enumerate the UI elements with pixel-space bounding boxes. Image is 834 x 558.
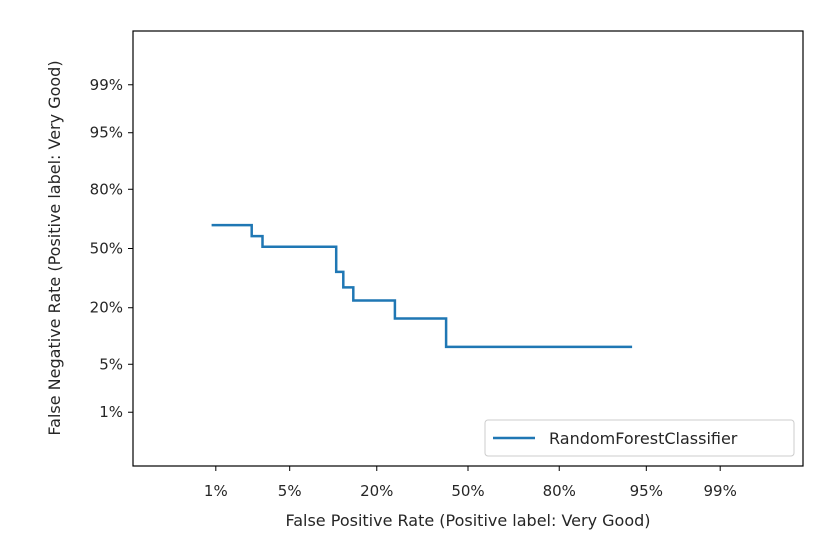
plot-layer <box>211 223 633 349</box>
y-tick-label: 50% <box>90 240 123 258</box>
x-tick-label: 99% <box>704 482 737 500</box>
x-tick-label: 5% <box>278 482 302 500</box>
x-axis-label: False Positive Rate (Positive label: Ver… <box>285 511 650 530</box>
y-tick-label: 1% <box>99 403 123 421</box>
x-tick-label: 20% <box>360 482 393 500</box>
y-axis-ticks: 1% 5% 20% 50% 80% 95% 99% <box>90 76 133 421</box>
y-tick-label: 95% <box>90 124 123 142</box>
legend-frame <box>484 419 795 457</box>
x-axis-ticks: 1% 5% 20% 50% 80% 95% 99% <box>204 466 737 500</box>
y-tick-label: 5% <box>99 355 123 373</box>
x-tick-label: 1% <box>204 482 228 500</box>
y-tick-label: 20% <box>90 299 123 317</box>
legend: RandomForestClassifier <box>484 419 795 457</box>
y-axis-label: False Negative Rate (Positive label: Ver… <box>45 60 64 435</box>
x-tick-label: 50% <box>451 482 484 500</box>
x-tick-label: 80% <box>543 482 576 500</box>
x-tick-label: 95% <box>630 482 663 500</box>
y-tick-label: 80% <box>90 180 123 198</box>
plot-frame <box>132 30 804 467</box>
legend-label: RandomForestClassifier <box>549 429 738 448</box>
series-line <box>211 223 633 349</box>
y-tick-label: 99% <box>90 76 123 94</box>
